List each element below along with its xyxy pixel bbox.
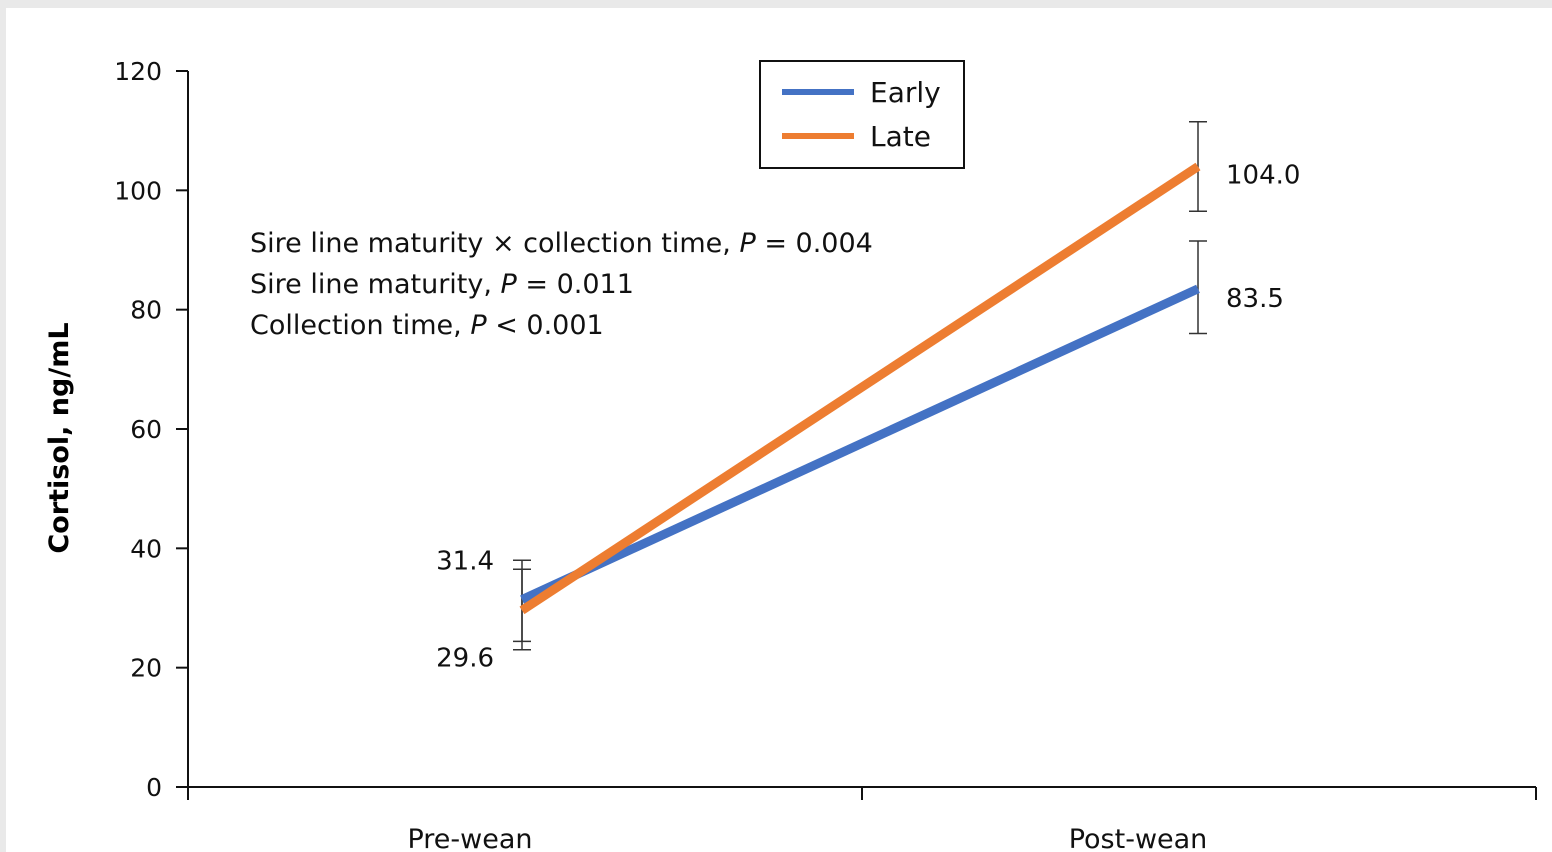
annotation-value: = 0.004 (756, 228, 873, 259)
legend: Early Late (759, 60, 965, 169)
y-axis-title: Cortisol, ng/mL (44, 322, 75, 553)
y-tick-label: 0 (146, 773, 162, 802)
series-line-early (520, 284, 1200, 604)
y-tick-label: 40 (130, 534, 162, 563)
legend-label-early: Early (870, 76, 941, 109)
stats-annotation-line: Sire line maturity × collection time, P … (250, 228, 873, 259)
annotation-p: P (470, 310, 487, 341)
stats-annotation-line: Sire line maturity, P = 0.011 (250, 269, 634, 300)
y-tick-label: 100 (114, 176, 162, 205)
annotation-text: Sire line maturity, (250, 269, 501, 300)
legend-label-late: Late (870, 120, 931, 153)
annotation-value: = 0.011 (517, 269, 634, 300)
series-line-late (519, 162, 1201, 615)
y-tick-label: 60 (130, 415, 162, 444)
annotation-text: Sire line maturity × collection time, (250, 228, 739, 259)
x-category-label: Post-wean (1069, 824, 1208, 852)
annotation-value: < 0.001 (487, 310, 604, 341)
data-label: 31.4 (436, 547, 494, 577)
annotation-p: P (501, 269, 518, 300)
data-label: 29.6 (436, 643, 494, 673)
chart-frame: 0 20 40 60 80 100 120 Pre-wean Post-wean Cortisol… (6, 8, 1552, 852)
axes: 0 20 40 60 80 100 120 Pre-wean Post-wean Cortisol… (44, 57, 1537, 852)
cortisol-line-chart: 0 20 40 60 80 100 120 Pre-wean Post-wean Cortisol… (44, 57, 1537, 852)
y-tick-label: 20 (130, 654, 162, 683)
legend-box (759, 60, 965, 169)
y-tick-label: 80 (130, 296, 162, 325)
data-label: 83.5 (1226, 284, 1284, 314)
data-label: 104.0 (1226, 160, 1300, 190)
annotation-text: Collection time, (250, 310, 470, 341)
annotation-p: P (739, 228, 756, 259)
x-category-label: Pre-wean (407, 824, 532, 852)
series-layer: 31.4 83.5 29.6 104.0 (436, 120, 1300, 673)
annotation-block: Sire line maturity × collection time, P … (250, 228, 873, 341)
stats-annotation-line: Collection time, P < 0.001 (250, 310, 604, 341)
y-tick-label: 120 (114, 57, 162, 86)
